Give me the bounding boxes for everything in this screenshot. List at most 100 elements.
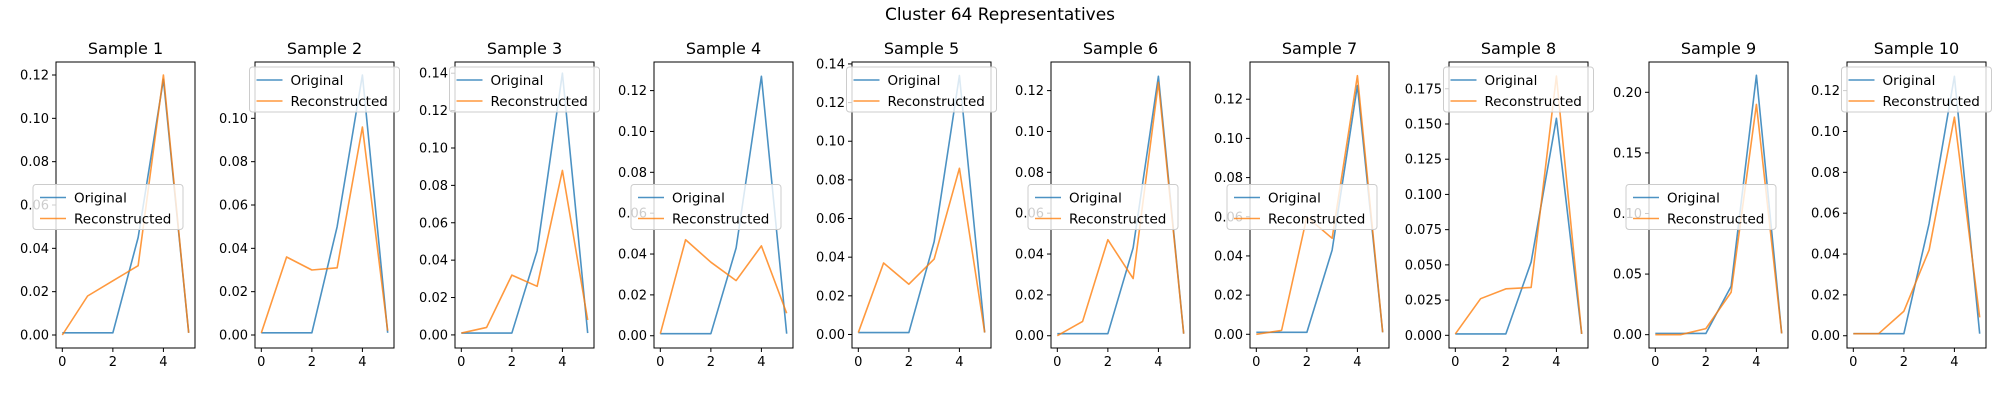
legend-label-reconstructed: Reconstructed — [291, 94, 388, 110]
y-tick-label: 0.02 — [1811, 288, 1840, 303]
legend-box — [32, 184, 184, 230]
y-tick-label: 0.08 — [1811, 166, 1840, 181]
x-tick-label: 2 — [508, 355, 516, 370]
panel-title: Sample 2 — [287, 39, 362, 58]
sample-panel-2: Sample 2 0.00 0.02 0.04 0.06 0.08 0.10 0 2 4 Origi… — [219, 39, 400, 370]
legend-box — [1443, 66, 1594, 113]
y-tick-label: 0.08 — [1015, 166, 1044, 181]
x-tick-label: 0 — [1053, 355, 1061, 370]
legend-label-reconstructed: Reconstructed — [1667, 212, 1764, 228]
x-tick-label: 2 — [308, 355, 316, 370]
legend-box — [1226, 184, 1378, 230]
y-tick-label: 0.12 — [419, 104, 448, 119]
panel-title: Sample 4 — [686, 39, 761, 58]
x-tick-label: 4 — [558, 355, 566, 370]
plot-frame — [1846, 61, 1987, 349]
sample-panel-4: Sample 40.000.020.040.060.080.100.12024O… — [618, 39, 794, 370]
legend-label-reconstructed: Reconstructed — [888, 94, 985, 110]
legend: Original Reconstructed — [1226, 184, 1378, 230]
panel-title: Sample 3 — [487, 39, 562, 58]
x-tick-label: 4 — [1353, 355, 1361, 370]
x-tick-label: 4 — [358, 355, 366, 370]
y-tick-label: 0.02 — [618, 288, 647, 303]
plot-frame — [254, 61, 395, 349]
legend-label-reconstructed: Reconstructed — [74, 212, 171, 228]
figure-title: Cluster 64 Representatives — [885, 5, 1115, 25]
y-tick-label: 0.02 — [20, 285, 49, 300]
legend-label-reconstructed: Reconstructed — [1485, 94, 1582, 110]
legend-label-original: Original — [1069, 191, 1122, 207]
x-tick-label: 2 — [1900, 355, 1908, 370]
y-tick-label: 0.02 — [419, 291, 448, 306]
sample-panel-6: Sample 60.000.020.040.060.080.100.12024O… — [1015, 39, 1191, 370]
y-tick-label: 0.10 — [419, 141, 448, 156]
panel-title: Sample 10 — [1874, 39, 1959, 58]
panel-title: Sample 1 — [88, 39, 163, 58]
x-tick-label: 0 — [257, 355, 265, 370]
legend-box — [249, 66, 400, 113]
panel-title: Sample 7 — [1282, 39, 1357, 58]
plot-frame — [851, 61, 992, 349]
y-tick-label: 0.08 — [1214, 171, 1243, 186]
legend-label-reconstructed: Reconstructed — [1883, 94, 1980, 110]
x-tick-label: 0 — [1849, 355, 1857, 370]
y-tick-label: 0.06 — [1811, 207, 1840, 222]
x-tick-label: 0 — [1651, 355, 1659, 370]
x-tick-label: 4 — [955, 355, 963, 370]
y-tick-label: 0.10 — [618, 125, 647, 140]
legend-label-original: Original — [1883, 73, 1936, 89]
y-tick-label: 0.175 — [1405, 82, 1442, 97]
x-tick-label: 0 — [58, 355, 66, 370]
x-tick-label: 2 — [1502, 355, 1510, 370]
y-tick-label: 0.000 — [1405, 329, 1442, 344]
sample-panels: Sample 1 0.00 0.02 0.04 0.06 0.08 0.10 0.12 0 2 4 O… — [20, 39, 1992, 370]
y-tick-label: 0.00 — [1613, 328, 1642, 343]
legend-box — [1625, 184, 1777, 230]
series-line-original — [660, 75, 788, 335]
y-tick-label: 0.10 — [816, 135, 845, 150]
y-tick-label: 0.04 — [1214, 249, 1243, 264]
legend-label-reconstructed: Reconstructed — [491, 94, 588, 110]
legend: Original Reconstructed — [846, 66, 997, 113]
legend-box — [630, 184, 782, 230]
series-line-original — [261, 74, 389, 334]
series-line-reconstructed — [1853, 116, 1981, 335]
legend: Original Reconstructed — [449, 66, 600, 113]
y-tick-label: 0.04 — [1811, 248, 1840, 263]
y-tick-label: 0.100 — [1405, 188, 1442, 203]
panel-title: Sample 8 — [1481, 39, 1556, 58]
series-line-reconstructed — [659, 238, 788, 334]
y-tick-label: 0.08 — [816, 173, 845, 188]
sample-panel-9: Sample 90.000.050.100.150.20024OriginalR… — [1613, 39, 1789, 370]
x-tick-label: 2 — [1702, 355, 1710, 370]
series-line-original — [858, 74, 986, 334]
panel-title: Sample 9 — [1681, 39, 1756, 58]
series-line-reconstructed — [1056, 81, 1185, 337]
y-tick-label: 0.04 — [20, 242, 49, 257]
y-tick-label: 0.12 — [1214, 93, 1243, 108]
x-tick-label: 0 — [854, 355, 862, 370]
series-line-reconstructed — [461, 169, 589, 334]
x-tick-label: 4 — [1154, 355, 1162, 370]
y-tick-label: 0.14 — [419, 67, 448, 82]
y-tick-label: 0.075 — [1405, 223, 1442, 238]
y-tick-label: 0.150 — [1405, 117, 1442, 132]
x-tick-label: 4 — [1950, 355, 1958, 370]
y-tick-label: 0.08 — [419, 179, 448, 194]
legend: Original Reconstructed — [1027, 184, 1179, 230]
y-tick-label: 0.02 — [1214, 289, 1243, 304]
y-tick-label: 0.00 — [1811, 329, 1840, 344]
x-tick-label: 2 — [1104, 355, 1112, 370]
legend-label-original: Original — [1485, 73, 1538, 89]
y-tick-label: 0.00 — [1214, 328, 1243, 343]
y-tick-label: 0.04 — [816, 251, 845, 266]
legend-box — [846, 66, 997, 113]
legend: Original Reconstructed — [32, 184, 184, 230]
y-tick-label: 0.025 — [1405, 294, 1442, 309]
y-tick-label: 0.12 — [816, 96, 845, 111]
legend-label-original: Original — [1268, 191, 1321, 207]
series-line-reconstructed — [1655, 103, 1783, 336]
plot-frame — [454, 61, 595, 349]
x-tick-label: 4 — [1552, 355, 1560, 370]
